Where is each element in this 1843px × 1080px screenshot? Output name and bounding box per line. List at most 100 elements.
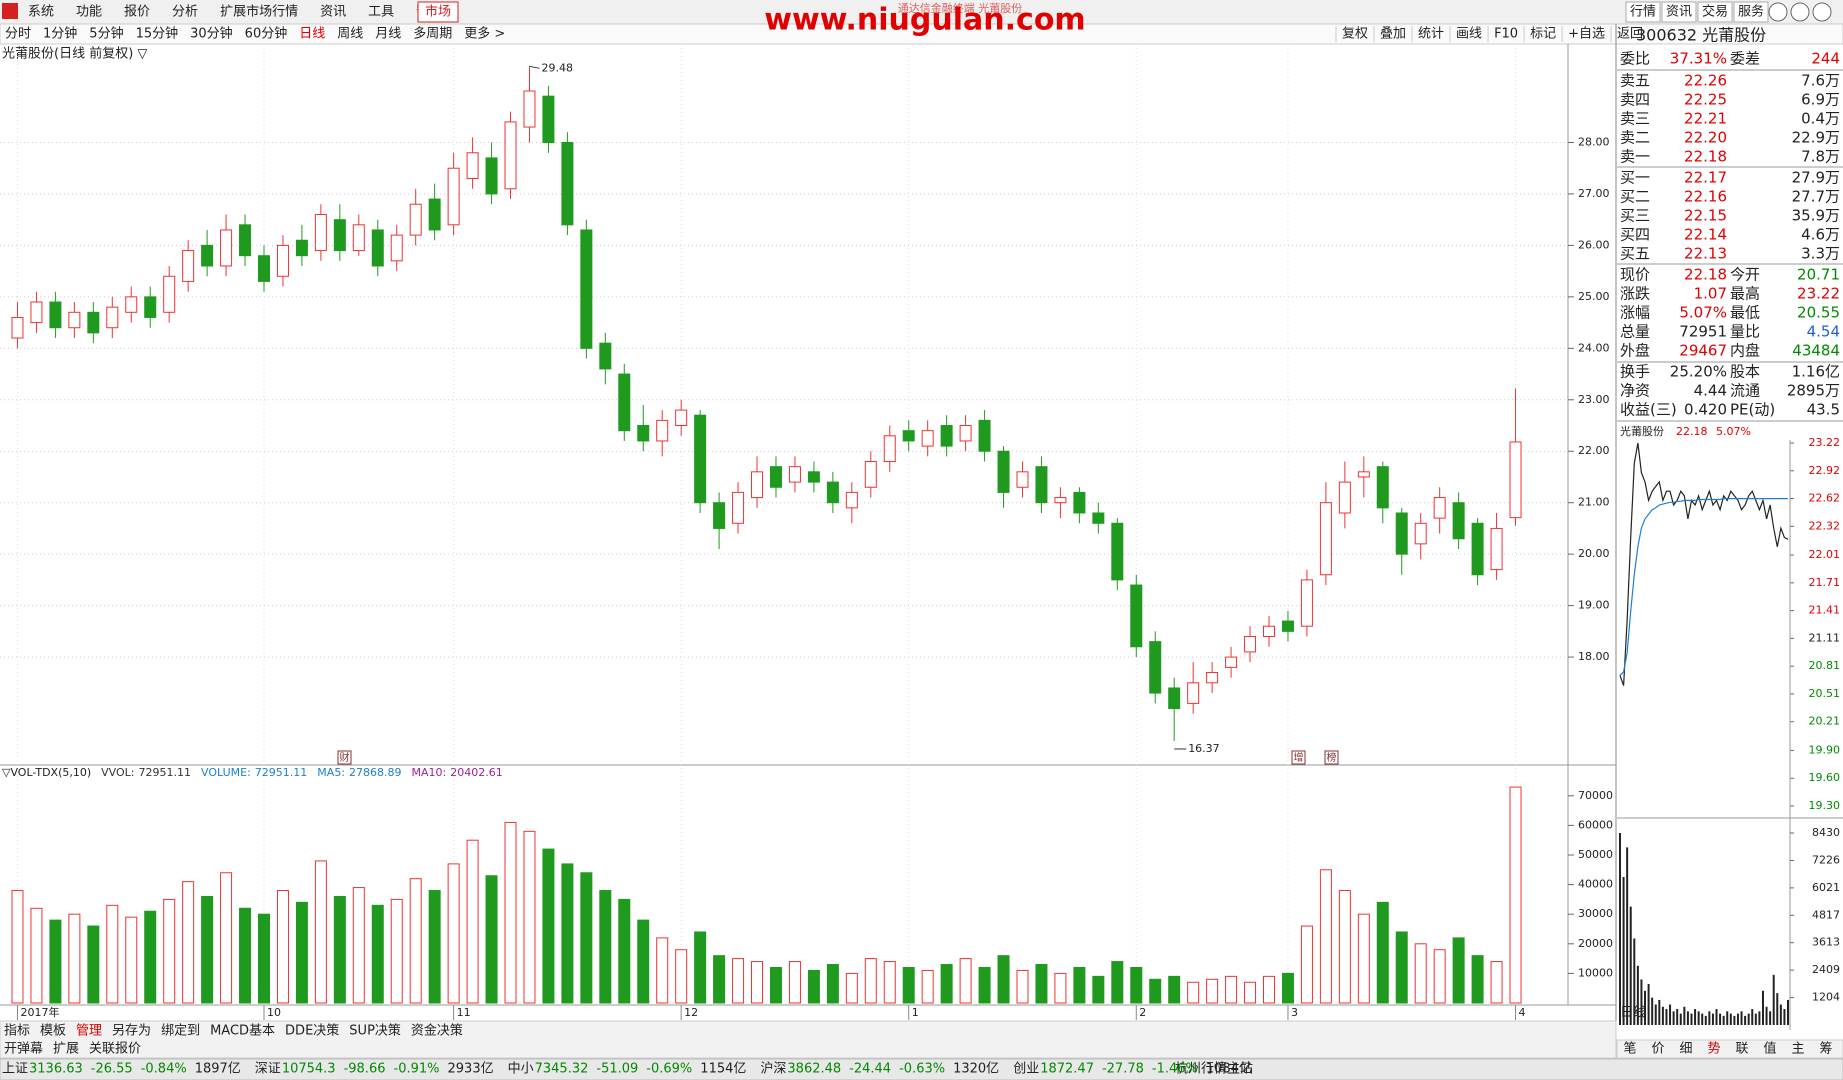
tab[interactable]: DDE决策 <box>285 1023 339 1039</box>
side-tab[interactable]: 联 <box>1735 1042 1748 1057</box>
side-tab[interactable]: 筹 <box>1819 1041 1832 1057</box>
market-button[interactable]: 市场 <box>425 4 451 20</box>
period[interactable]: 分时 <box>5 27 31 42</box>
side-tab[interactable]: 值 <box>1763 1041 1776 1057</box>
y-tick-label: 21.71 <box>1809 576 1841 589</box>
event-marker[interactable]: 增 <box>1294 751 1304 764</box>
quote-cell: 现价 <box>1620 266 1650 284</box>
intraday-line <box>1619 442 1789 686</box>
side-tab[interactable]: 笔 <box>1623 1041 1636 1057</box>
event-marker[interactable]: 财 <box>340 751 350 764</box>
quote-cell: 7.6万 <box>1801 72 1840 90</box>
candle-body <box>125 296 138 313</box>
event-marker-bg[interactable] <box>337 750 352 765</box>
period[interactable]: 60分钟 <box>245 26 288 42</box>
event-marker-bg[interactable] <box>1324 750 1339 765</box>
volume-bar <box>428 890 441 1004</box>
top-button-bg[interactable] <box>1697 1 1733 23</box>
volume-bar <box>1035 964 1048 1004</box>
tool[interactable]: 统计 <box>1418 27 1444 42</box>
tool[interactable]: 画线 <box>1456 27 1482 42</box>
tab[interactable]: 关联报价 <box>89 1042 141 1057</box>
intraday-header: 光莆股份 <box>1620 424 1664 438</box>
side-tab[interactable]: 主 <box>1791 1042 1804 1057</box>
y-tick-label: 19.90 <box>1809 743 1841 756</box>
tab[interactable]: 模板 <box>40 1024 66 1039</box>
volume-bar <box>997 955 1010 1004</box>
volume-bar <box>1092 975 1105 1004</box>
menu-item[interactable]: 系统 <box>28 5 54 20</box>
candle-body <box>428 198 441 231</box>
top-button[interactable]: 资讯 <box>1666 5 1692 20</box>
top-button[interactable]: 交易 <box>1702 4 1728 20</box>
menu-item[interactable]: 扩展市场行情 <box>220 4 298 20</box>
side-tab[interactable]: 势 <box>1707 1041 1720 1057</box>
tool[interactable]: F10 <box>1494 27 1518 42</box>
tab[interactable]: 资金决策 <box>411 1023 463 1039</box>
side-tab[interactable]: 细 <box>1679 1042 1692 1057</box>
tab[interactable]: 管理 <box>76 1024 102 1039</box>
tab[interactable]: 指标 <box>4 1024 30 1039</box>
tab[interactable]: 绑定到 <box>161 1024 200 1039</box>
candle-body <box>883 435 896 463</box>
period[interactable]: 15分钟 <box>136 26 179 42</box>
volume-bar <box>30 907 43 1004</box>
top-button[interactable]: 服务 <box>1738 4 1764 20</box>
volume-bar <box>1395 931 1408 1004</box>
period[interactable]: 1分钟 <box>43 26 77 42</box>
tab[interactable]: 另存为 <box>112 1024 151 1039</box>
window-control[interactable] <box>1790 2 1810 22</box>
period[interactable]: 日线 <box>299 27 325 42</box>
tool[interactable]: 返回 <box>1617 27 1643 42</box>
volume-bar <box>409 878 422 1004</box>
period[interactable]: 5分钟 <box>89 26 123 42</box>
event-marker-bg[interactable] <box>1291 750 1306 765</box>
tool[interactable]: 复权 <box>1342 26 1368 42</box>
top-button-bg[interactable] <box>1733 1 1769 23</box>
tool[interactable]: +自选 <box>1568 27 1605 42</box>
tool[interactable]: 标记 <box>1530 27 1556 42</box>
menu-item[interactable]: 功能 <box>76 5 102 20</box>
window-control[interactable] <box>1812 2 1832 22</box>
legend-name: VOLUME: <box>201 766 251 779</box>
volume-bar <box>201 895 214 1004</box>
ticker-item: 中小 <box>508 1062 534 1077</box>
top-button[interactable]: 行情 <box>1630 5 1656 20</box>
tab[interactable]: SUP决策 <box>349 1023 401 1039</box>
candle-body <box>599 342 612 370</box>
side-tab[interactable]: 价 <box>1651 1042 1664 1057</box>
ticker-item: -0.84% <box>141 1062 187 1077</box>
period[interactable]: 月线 <box>375 27 401 42</box>
y-tick-label: 23.00 <box>1578 393 1610 406</box>
volume-bar <box>333 895 346 1004</box>
menu-item[interactable]: 分析 <box>172 5 198 20</box>
market-button-bg[interactable] <box>417 1 459 23</box>
tab[interactable]: 扩展 <box>53 1042 79 1057</box>
candle-body <box>1168 687 1181 710</box>
period[interactable]: 周线 <box>337 27 363 42</box>
candle-body <box>314 214 327 252</box>
quote-cell: 股本 <box>1730 363 1760 381</box>
x-tick-label: 4 <box>1519 1006 1526 1019</box>
menu-item[interactable]: 报价 <box>124 5 150 20</box>
candle-body <box>769 466 782 488</box>
menu-item[interactable]: 工具 <box>368 5 394 20</box>
period[interactable]: 更多 > <box>464 26 505 42</box>
candle-body <box>1319 502 1332 576</box>
quote-cell: 涨幅 <box>1620 304 1650 322</box>
window-control[interactable] <box>1768 2 1788 22</box>
volume-bar <box>580 872 593 1004</box>
period[interactable]: 30分钟 <box>190 26 233 42</box>
event-marker[interactable]: 榜 <box>1327 751 1337 764</box>
tool[interactable]: 叠加 <box>1380 27 1406 42</box>
tab[interactable]: MACD基本 <box>210 1024 275 1039</box>
menu-item[interactable]: 资讯 <box>320 5 346 20</box>
top-button-bg[interactable] <box>1661 1 1697 23</box>
top-button-bg[interactable] <box>1625 1 1661 23</box>
volume-bar <box>1244 981 1257 1004</box>
period[interactable]: 多周期 <box>413 26 452 42</box>
y-tick-label: 8430 <box>1812 826 1840 839</box>
candle-body <box>751 471 764 499</box>
tab[interactable]: 开弹幕 <box>4 1042 43 1057</box>
ticker-item: 10754.3 <box>282 1062 336 1077</box>
